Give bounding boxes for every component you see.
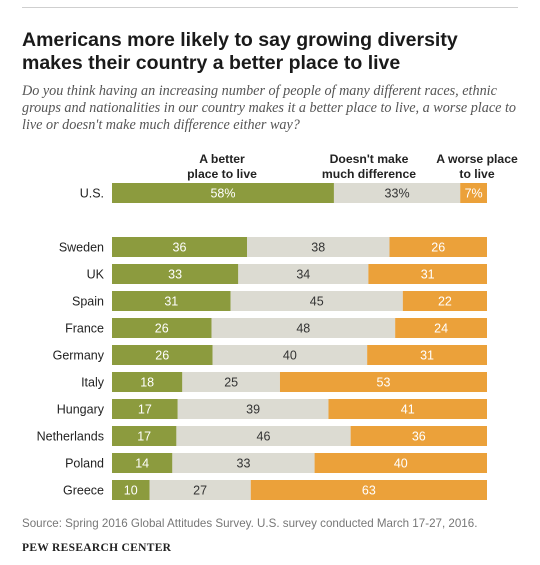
bar-segment-worse xyxy=(460,183,487,203)
data-label-no-difference: 38 xyxy=(311,241,325,255)
data-label-better: 10 xyxy=(124,484,138,498)
top-rule xyxy=(22,7,518,8)
bar-segment-worse xyxy=(279,372,487,392)
data-label-better: 26 xyxy=(155,322,169,336)
bar-segment-no-difference xyxy=(149,480,251,500)
data-label-better: 26 xyxy=(155,349,169,363)
data-label-no-difference: 27 xyxy=(193,484,207,498)
bar-segment-no-difference xyxy=(182,372,280,392)
country-label: Greece xyxy=(63,484,104,498)
bar-segment-better xyxy=(112,237,247,257)
country-label: Sweden xyxy=(59,241,104,255)
data-label-no-difference: 40 xyxy=(283,349,297,363)
chart-subtitle: Do you think having an increasing number… xyxy=(22,83,516,133)
bar-segment-worse xyxy=(250,480,487,500)
country-label: Italy xyxy=(81,376,105,390)
bar-segment-no-difference xyxy=(212,345,368,365)
data-label-no-difference: 25 xyxy=(224,376,238,390)
bar-segment-better xyxy=(112,291,231,311)
bar-segment-no-difference xyxy=(238,264,369,284)
data-label-no-difference: 34 xyxy=(296,268,310,282)
bar-segment-better xyxy=(112,399,178,419)
data-label-worse: 41 xyxy=(401,403,415,417)
data-label-worse: 26 xyxy=(431,241,445,255)
data-label-no-difference: 33% xyxy=(385,187,410,201)
bar-segment-better xyxy=(112,453,173,473)
data-label-better: 14 xyxy=(135,457,149,471)
bar-segment-worse xyxy=(314,453,487,473)
legend-worse: A worse place to live xyxy=(436,152,518,181)
bar-segment-better xyxy=(112,372,183,392)
country-label: UK xyxy=(87,268,105,282)
legend-no-difference: Doesn't make much difference xyxy=(321,152,417,181)
data-label-worse: 63 xyxy=(362,484,376,498)
data-label-better: 33 xyxy=(168,268,182,282)
data-label-better: 17 xyxy=(137,430,151,444)
bar-segment-worse xyxy=(350,426,487,446)
bar-segment-no-difference xyxy=(211,318,396,338)
country-label: Spain xyxy=(72,295,104,309)
country-label: Netherlands xyxy=(37,430,104,444)
bar-segment-no-difference xyxy=(230,291,403,311)
data-label-worse: 24 xyxy=(434,322,448,336)
bar-segment-better xyxy=(112,318,212,338)
bar-segment-worse xyxy=(368,264,487,284)
legend-better: A better place to live xyxy=(187,152,257,181)
country-label: Germany xyxy=(53,349,105,363)
chart-title: Americans more likely to say growing div… xyxy=(22,29,458,74)
data-label-no-difference: 48 xyxy=(296,322,310,336)
brand-logo-text: PEW RESEARCH CENTER xyxy=(22,542,172,554)
bar-segment-no-difference xyxy=(177,399,329,419)
country-label: France xyxy=(65,322,104,336)
data-label-worse: 7% xyxy=(465,187,483,201)
data-label-worse: 22 xyxy=(438,295,452,309)
bar-segment-no-difference xyxy=(172,453,315,473)
country-label: U.S. xyxy=(80,187,104,201)
bar-segment-worse xyxy=(328,399,487,419)
data-label-better: 58% xyxy=(210,187,235,201)
data-label-no-difference: 46 xyxy=(257,430,271,444)
bar-segment-worse xyxy=(367,345,487,365)
country-label: Hungary xyxy=(57,403,105,417)
bar-segment-better xyxy=(112,480,150,500)
data-label-better: 17 xyxy=(138,403,152,417)
data-label-no-difference: 39 xyxy=(246,403,260,417)
bar-segment-worse xyxy=(395,318,487,338)
bar-segment-better xyxy=(112,264,239,284)
data-label-no-difference: 45 xyxy=(310,295,324,309)
bar-segment-no-difference xyxy=(247,237,390,257)
bar-segment-better xyxy=(112,183,334,203)
data-label-better: 36 xyxy=(173,241,187,255)
bar-segment-no-difference xyxy=(333,183,461,203)
bar-segment-worse xyxy=(402,291,487,311)
data-label-no-difference: 33 xyxy=(237,457,251,471)
bar-segment-better xyxy=(112,345,213,365)
data-label-worse: 31 xyxy=(420,349,434,363)
data-label-better: 31 xyxy=(164,295,178,309)
bar-segment-better xyxy=(112,426,177,446)
data-label-worse: 36 xyxy=(412,430,426,444)
data-label-worse: 53 xyxy=(377,376,391,390)
data-label-worse: 31 xyxy=(421,268,435,282)
data-label-worse: 40 xyxy=(394,457,408,471)
source-note: Source: Spring 2016 Global Attitudes Sur… xyxy=(22,517,478,530)
country-label: Poland xyxy=(65,457,104,471)
data-label-better: 18 xyxy=(140,376,154,390)
bar-segment-no-difference xyxy=(176,426,351,446)
bar-segment-worse xyxy=(389,237,487,257)
